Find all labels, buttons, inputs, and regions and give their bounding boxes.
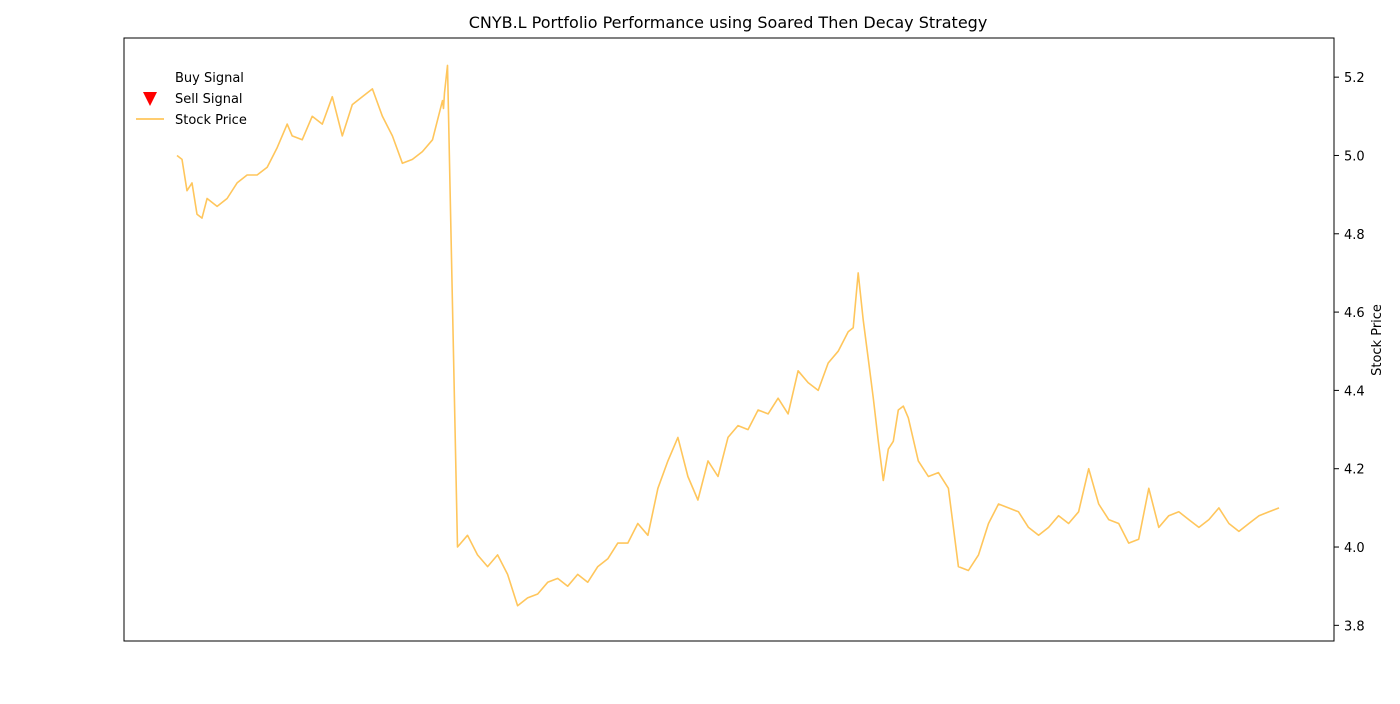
plot-frame	[123, 37, 1335, 642]
series-line-stock-price	[176, 64, 1280, 607]
y-tick-label: 3.8	[1344, 619, 1365, 634]
y-tick-label: 4.0	[1344, 541, 1365, 556]
y-tick-label: 5.0	[1344, 149, 1365, 164]
chart-title: CNYB.L Portfolio Performance using Soare…	[469, 13, 988, 32]
sell-signal-marker-icon	[143, 92, 157, 106]
y-tick-label: 4.8	[1344, 228, 1365, 243]
y-tick-label: 5.2	[1344, 71, 1365, 86]
y-axis-label: Stock Price	[1370, 304, 1385, 376]
legend-label-buy-signal: Buy Signal	[175, 71, 244, 86]
legend: Buy Signal Sell Signal Stock Price	[136, 71, 247, 128]
y-tick-label: 4.6	[1344, 306, 1365, 321]
plot-area	[123, 37, 1335, 642]
y-tick-label: 4.2	[1344, 463, 1365, 478]
y-tick-label: 4.4	[1344, 384, 1365, 399]
legend-label-sell-signal: Sell Signal	[175, 92, 243, 107]
y-axis: 3.8 4.0 4.2 4.4 4.6 4.8 5.0 5.2	[1334, 71, 1365, 634]
legend-label-stock-price: Stock Price	[175, 113, 247, 128]
